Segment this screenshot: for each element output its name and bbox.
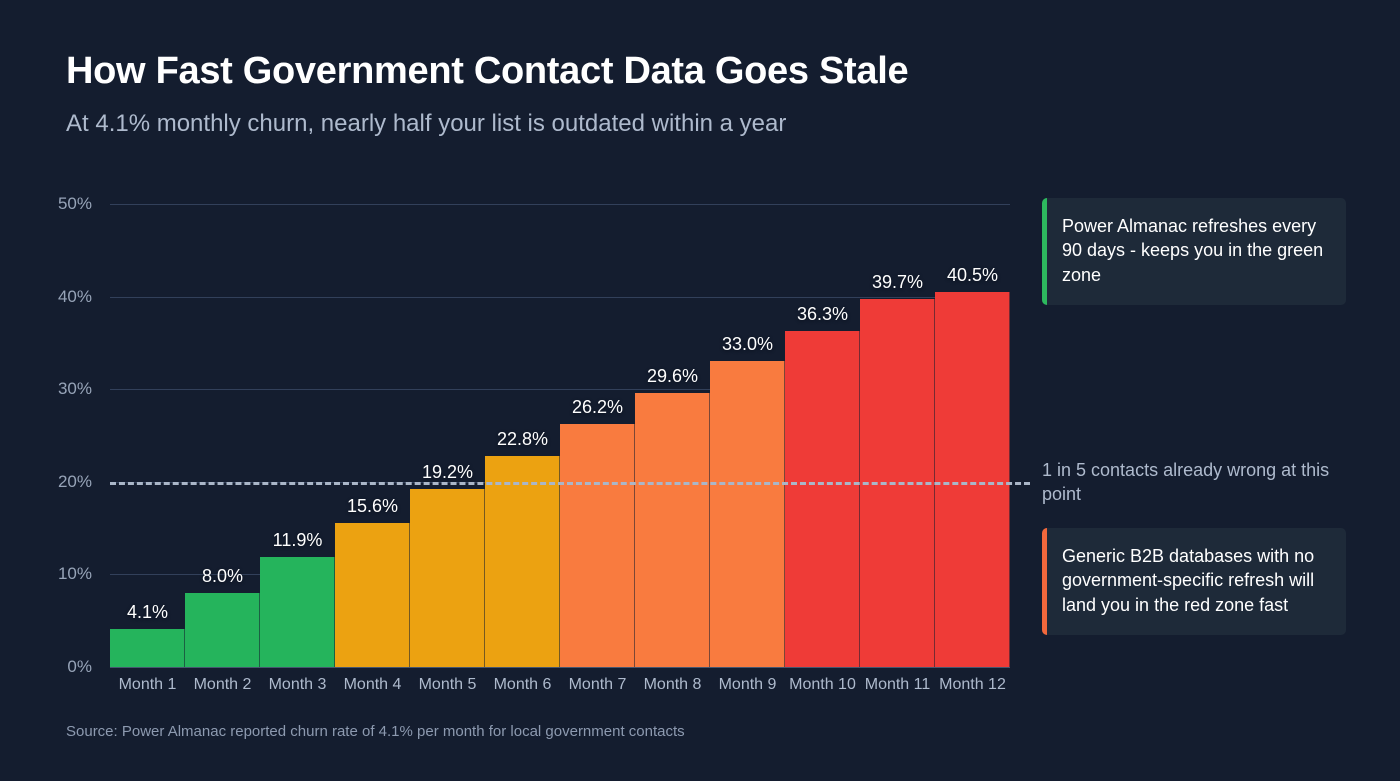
gridline — [110, 296, 1010, 298]
x-axis-tick-label: Month 1 — [118, 676, 177, 693]
bar[interactable] — [410, 489, 485, 667]
bar[interactable] — [635, 392, 710, 667]
y-axis-tick-label: 0% — [67, 657, 92, 676]
source-note: Source: Power Almanac reported churn rat… — [66, 723, 685, 740]
y-axis-tick-label: 10% — [57, 564, 92, 584]
callout-green-text: Power Almanac refreshes every 90 days - … — [1062, 216, 1324, 285]
gridline — [110, 204, 1010, 205]
page-title: How Fast Government Contact Data Goes St… — [66, 50, 909, 92]
bar[interactable] — [110, 629, 185, 667]
x-axis-tick-label: Month 6 — [493, 676, 552, 693]
bar[interactable] — [485, 455, 560, 667]
y-axis-tick-label: 20% — [57, 471, 92, 491]
x-axis-tick-label: Month 2 — [193, 676, 252, 693]
bar-value-label: 33.0% — [721, 334, 774, 355]
callout-green-zone: Power Almanac refreshes every 90 days - … — [1042, 198, 1346, 306]
bar-series: 4.1% 8.0% 11.9% 15.6% 19.2% 22.8% 26.2% 29.6% 33… — [110, 204, 1010, 667]
x-axis-tick-label: Month 4 — [343, 676, 402, 693]
bar-value-label: 39.7% — [871, 272, 924, 293]
x-axis-tick-label: Month 7 — [568, 676, 627, 693]
x-axis-tick-label: Month 3 — [268, 676, 327, 693]
x-axis-tick-label: Month 10 — [789, 676, 856, 693]
x-axis: Month 1 Month 2 Month 3 Month 4 Month 5 Month… — [110, 676, 1010, 700]
y-axis-tick-label: 50% — [57, 194, 92, 213]
bar[interactable] — [785, 330, 860, 667]
x-axis-tick-label: Month 5 — [418, 676, 477, 693]
bar-value-label: 4.1% — [126, 602, 169, 623]
bar-value-label: 19.2% — [421, 462, 474, 483]
bar[interactable] — [935, 291, 1010, 667]
bar-value-label: 8.0% — [201, 565, 244, 586]
bar-value-label: 22.8% — [496, 428, 549, 449]
x-axis-tick-label: Month 9 — [718, 676, 777, 693]
x-axis-tick-label: Month 11 — [864, 676, 931, 693]
y-axis-tick-label: 40% — [57, 286, 92, 306]
bar[interactable] — [260, 556, 335, 667]
bar-value-label: 15.6% — [346, 495, 399, 516]
bar[interactable] — [710, 361, 785, 667]
bar-value-label: 11.9% — [272, 529, 323, 550]
gridline — [110, 667, 1010, 668]
callout-accent-bar-red — [1042, 528, 1047, 636]
bar-value-label: 36.3% — [796, 303, 849, 324]
x-axis-tick-label: Month 12 — [939, 676, 1006, 693]
x-axis-tick-label: Month 8 — [643, 676, 702, 693]
callout-accent-bar-green — [1042, 198, 1047, 306]
bar-value-label: 29.6% — [646, 365, 699, 386]
callout-red-zone: Generic B2B databases with no government… — [1042, 528, 1346, 636]
threshold-note: 1 in 5 contacts already wrong at this po… — [1042, 460, 1330, 504]
callout-red-text: Generic B2B databases with no government… — [1062, 546, 1315, 615]
page-subtitle: At 4.1% monthly churn, nearly half your … — [66, 110, 787, 137]
bar-value-label: 40.5% — [946, 264, 999, 285]
bar[interactable] — [560, 424, 635, 667]
y-axis-tick-label: 30% — [57, 379, 92, 399]
bar[interactable] — [335, 522, 410, 667]
threshold-line — [110, 481, 1030, 485]
bar[interactable] — [185, 592, 260, 667]
bar-value-label: 26.2% — [571, 397, 624, 418]
y-axis: 0% 10% 20% 30% 40% 50% — [0, 194, 100, 676]
gridline — [110, 389, 1010, 391]
